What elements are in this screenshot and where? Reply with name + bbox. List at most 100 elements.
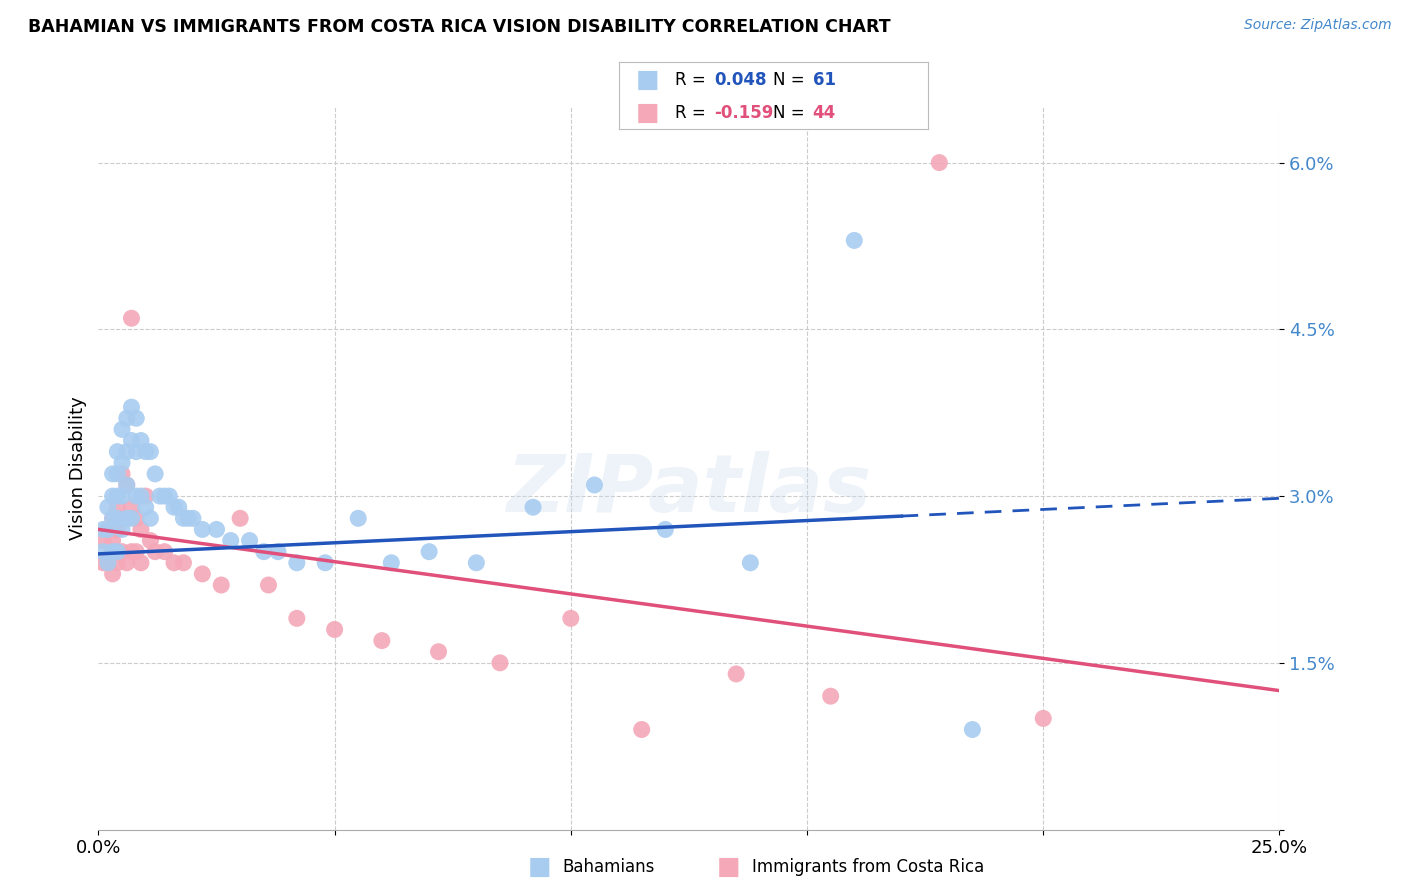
Point bbox=[125, 444, 148, 458]
Point bbox=[101, 544, 124, 558]
Text: ■: ■ bbox=[527, 855, 551, 879]
Point bbox=[111, 489, 134, 503]
Point bbox=[97, 556, 120, 570]
Point bbox=[209, 578, 232, 592]
Point bbox=[139, 444, 162, 458]
Text: Source: ZipAtlas.com: Source: ZipAtlas.com bbox=[1244, 18, 1392, 32]
Point bbox=[111, 456, 134, 470]
Point bbox=[630, 723, 652, 737]
Text: ■: ■ bbox=[717, 855, 741, 879]
Text: 61: 61 bbox=[813, 71, 835, 89]
Point bbox=[105, 544, 128, 558]
Point bbox=[820, 689, 842, 703]
Point bbox=[91, 556, 114, 570]
Point bbox=[143, 467, 166, 481]
Point bbox=[121, 511, 143, 525]
Point bbox=[105, 556, 128, 570]
Text: ■: ■ bbox=[636, 69, 659, 92]
Point bbox=[129, 489, 152, 503]
Point bbox=[111, 422, 134, 436]
Point bbox=[418, 544, 440, 558]
Point bbox=[285, 556, 308, 570]
Point bbox=[125, 489, 148, 503]
Point bbox=[153, 489, 176, 503]
Point bbox=[101, 489, 124, 503]
Point bbox=[91, 533, 114, 548]
Point bbox=[285, 611, 308, 625]
Point bbox=[181, 511, 204, 525]
Point bbox=[135, 500, 157, 515]
Point bbox=[115, 411, 138, 425]
Point bbox=[129, 434, 152, 448]
Point bbox=[928, 155, 950, 169]
Point bbox=[125, 511, 148, 525]
Text: 44: 44 bbox=[813, 104, 837, 122]
Point bbox=[725, 667, 748, 681]
Point bbox=[654, 523, 676, 537]
Point bbox=[314, 556, 336, 570]
Point bbox=[267, 544, 290, 558]
Point bbox=[157, 489, 180, 503]
Text: N =: N = bbox=[773, 104, 810, 122]
Text: ■: ■ bbox=[636, 102, 659, 125]
Point bbox=[91, 523, 114, 537]
Point bbox=[371, 633, 394, 648]
Point bbox=[111, 467, 134, 481]
Text: BAHAMIAN VS IMMIGRANTS FROM COSTA RICA VISION DISABILITY CORRELATION CHART: BAHAMIAN VS IMMIGRANTS FROM COSTA RICA V… bbox=[28, 18, 891, 36]
Point bbox=[135, 444, 157, 458]
Point bbox=[191, 566, 214, 581]
Point bbox=[91, 544, 114, 558]
Point bbox=[844, 234, 866, 248]
Point bbox=[121, 500, 143, 515]
Point bbox=[105, 489, 128, 503]
Point bbox=[380, 556, 402, 570]
Point bbox=[135, 489, 157, 503]
Point bbox=[167, 500, 190, 515]
Point bbox=[115, 511, 138, 525]
Point bbox=[163, 556, 186, 570]
Point bbox=[121, 544, 143, 558]
Point bbox=[740, 556, 762, 570]
Point bbox=[172, 511, 194, 525]
Point bbox=[125, 411, 148, 425]
Text: R =: R = bbox=[675, 104, 711, 122]
Point bbox=[115, 511, 138, 525]
Point bbox=[115, 478, 138, 492]
Y-axis label: Vision Disability: Vision Disability bbox=[69, 396, 87, 541]
Point bbox=[97, 523, 120, 537]
Point bbox=[125, 544, 148, 558]
Point bbox=[97, 556, 120, 570]
Point bbox=[111, 511, 134, 525]
Text: -0.159: -0.159 bbox=[714, 104, 773, 122]
Point bbox=[121, 434, 143, 448]
Point bbox=[105, 444, 128, 458]
Point bbox=[105, 500, 128, 515]
Point bbox=[115, 478, 138, 492]
Text: Bahamians: Bahamians bbox=[562, 858, 655, 876]
Text: ZIPatlas: ZIPatlas bbox=[506, 451, 872, 529]
Point bbox=[347, 511, 370, 525]
Point bbox=[97, 523, 120, 537]
Text: Immigrants from Costa Rica: Immigrants from Costa Rica bbox=[752, 858, 984, 876]
Point bbox=[149, 489, 172, 503]
Point bbox=[143, 544, 166, 558]
Point bbox=[101, 467, 124, 481]
Point bbox=[239, 533, 262, 548]
Point bbox=[257, 578, 280, 592]
Point bbox=[465, 556, 488, 570]
Text: R =: R = bbox=[675, 71, 711, 89]
Point bbox=[121, 311, 143, 326]
Point bbox=[962, 723, 984, 737]
Point bbox=[115, 444, 138, 458]
Point bbox=[129, 523, 152, 537]
Point bbox=[101, 511, 124, 525]
Point bbox=[101, 566, 124, 581]
Point bbox=[139, 533, 162, 548]
Point bbox=[97, 500, 120, 515]
Point bbox=[121, 400, 143, 414]
Point bbox=[129, 556, 152, 570]
Point bbox=[323, 623, 346, 637]
Point bbox=[139, 511, 162, 525]
Point bbox=[177, 511, 200, 525]
Point bbox=[489, 656, 512, 670]
